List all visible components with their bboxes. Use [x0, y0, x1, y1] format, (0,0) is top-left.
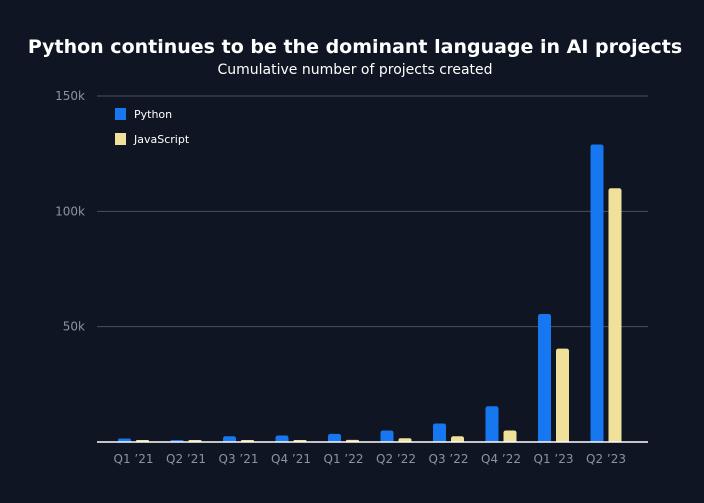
bar-python — [275, 435, 289, 442]
legend-label-python: Python — [134, 108, 172, 121]
bar-python — [118, 438, 131, 442]
x-tick-label: Q4 ’21 — [271, 452, 311, 466]
y-axis-ticks: 50k 100k 150k — [55, 89, 85, 334]
bars — [118, 144, 622, 442]
bar-javascript — [398, 438, 412, 442]
bar-python — [538, 313, 551, 442]
x-tick-label: Q1 ’23 — [534, 452, 574, 466]
bar-python — [380, 430, 394, 442]
bar-python — [223, 436, 236, 442]
bar-javascript — [503, 430, 517, 442]
bar-javascript — [556, 348, 569, 442]
x-tick-label: Q1 ’21 — [114, 452, 154, 466]
legend-swatch-python — [115, 108, 126, 120]
bar-javascript — [451, 436, 464, 442]
bar-python — [590, 144, 604, 442]
legend-swatch-javascript — [115, 133, 126, 145]
bar-python — [433, 423, 446, 442]
x-tick-label: Q1 ’22 — [324, 452, 364, 466]
y-tick-label: 150k — [55, 89, 85, 103]
x-tick-label: Q2 ’23 — [586, 452, 626, 466]
y-tick-label: 50k — [63, 320, 85, 334]
x-tick-label: Q2 ’21 — [166, 452, 206, 466]
gridlines — [97, 95, 648, 328]
legend-label-javascript: JavaScript — [133, 133, 190, 146]
x-tick-label: Q4 ’22 — [481, 452, 521, 466]
x-tick-label: Q2 ’22 — [376, 452, 416, 466]
x-tick-label: Q3 ’21 — [219, 452, 259, 466]
x-axis-ticks: Q1 ’21 Q2 ’21 Q3 ’21 Q4 ’21 Q1 ’22 Q2 ’22 Q3 ’… — [114, 452, 626, 466]
y-tick-label: 100k — [55, 204, 85, 218]
legend: Python JavaScript — [115, 108, 190, 146]
bar-python — [485, 406, 499, 442]
bar-javascript — [608, 188, 622, 442]
x-tick-label: Q3 ’22 — [429, 452, 469, 466]
chart-title: Python continues to be the dominant lang… — [28, 36, 682, 58]
chart-subtitle: Cumulative number of projects created — [217, 62, 492, 78]
bar-python — [328, 433, 341, 442]
